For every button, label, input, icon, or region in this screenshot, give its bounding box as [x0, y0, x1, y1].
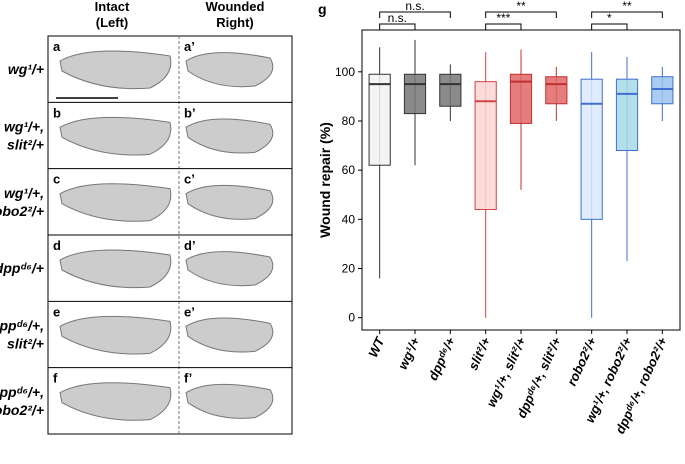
panel-letter: a [53, 39, 61, 54]
y-tick-label: 100 [335, 65, 355, 79]
genotype-label: slit²/+ [7, 336, 44, 352]
x-tick-label: robo2²/+ [564, 335, 600, 389]
genotype-label: wg¹/+ [8, 61, 44, 77]
genotype-label: dppᵈ⁶/+, [0, 384, 44, 400]
wing-image [59, 50, 172, 90]
box [651, 76, 674, 105]
panel-letter: e [53, 304, 60, 319]
significance-bracket [379, 11, 451, 18]
genotype-label: dppᵈ⁶/+, [0, 318, 44, 334]
wing-image [185, 317, 274, 353]
x-tick-label: WT [365, 334, 388, 360]
wing-image [59, 315, 172, 355]
significance-bracket [379, 23, 416, 30]
significance-label: ** [622, 0, 632, 13]
box [403, 73, 427, 115]
box [509, 73, 533, 124]
significance-label: n.s. [405, 0, 424, 13]
box [368, 73, 391, 166]
panel-letter: f’ [184, 371, 192, 386]
panel-letter: e’ [184, 304, 195, 319]
x-tick-label: dppᵈ⁶/+ [425, 335, 458, 383]
panel-letter: a’ [184, 39, 195, 54]
significance-label: *** [496, 11, 510, 25]
wing-image [185, 383, 274, 419]
significance-label: * [607, 11, 612, 25]
box [580, 78, 603, 220]
wing-image [59, 116, 172, 156]
y-tick-label: 60 [342, 163, 356, 177]
panel-letter: d’ [184, 238, 196, 253]
column-header: (Left) [96, 15, 129, 30]
significance-bracket [591, 11, 663, 18]
x-tick-label: wg¹/+ [395, 335, 423, 372]
genotype-label: robo2²/+ [0, 203, 44, 219]
genotype-label: dppᵈ⁶/+ [0, 260, 44, 276]
genotype-label: wg¹/+, [4, 185, 44, 201]
x-tick-label: slit²/+ [465, 335, 493, 373]
y-tick-label: 20 [342, 262, 356, 276]
genotype-label: slit²/+ [7, 137, 44, 153]
wing-image [185, 184, 274, 220]
significance-label: n.s. [388, 11, 407, 25]
wing-image [59, 382, 172, 421]
wing-image [59, 249, 172, 289]
column-header: Intact [95, 0, 130, 14]
y-axis-label: Wound repair (%) [317, 122, 333, 238]
panel-label: g [318, 1, 327, 17]
wing-image [185, 52, 274, 88]
wing-image [185, 251, 274, 287]
box [615, 78, 639, 151]
y-tick-label: 80 [342, 114, 356, 128]
panel-letter: b [53, 105, 61, 120]
column-header: Right) [216, 15, 254, 30]
box [439, 73, 462, 107]
genotype-label: wg¹/+, [4, 119, 44, 135]
wing-image [59, 183, 172, 222]
panel-letter: b’ [184, 105, 196, 120]
box [474, 81, 497, 211]
significance-bracket [485, 23, 522, 30]
genotype-label: robo2²/+ [0, 402, 44, 418]
y-tick-label: 40 [342, 212, 356, 226]
y-tick-label: 0 [348, 311, 355, 325]
significance-bracket [485, 11, 557, 18]
box [545, 76, 568, 105]
panel-letter: c [53, 172, 60, 187]
significance-bracket [591, 23, 628, 30]
panel-letter: f [53, 371, 58, 386]
panel-letter: d [53, 238, 61, 253]
panel-letter: c’ [184, 172, 195, 187]
significance-label: ** [516, 0, 526, 13]
wing-image [185, 118, 274, 154]
column-header: Wounded [206, 0, 265, 14]
